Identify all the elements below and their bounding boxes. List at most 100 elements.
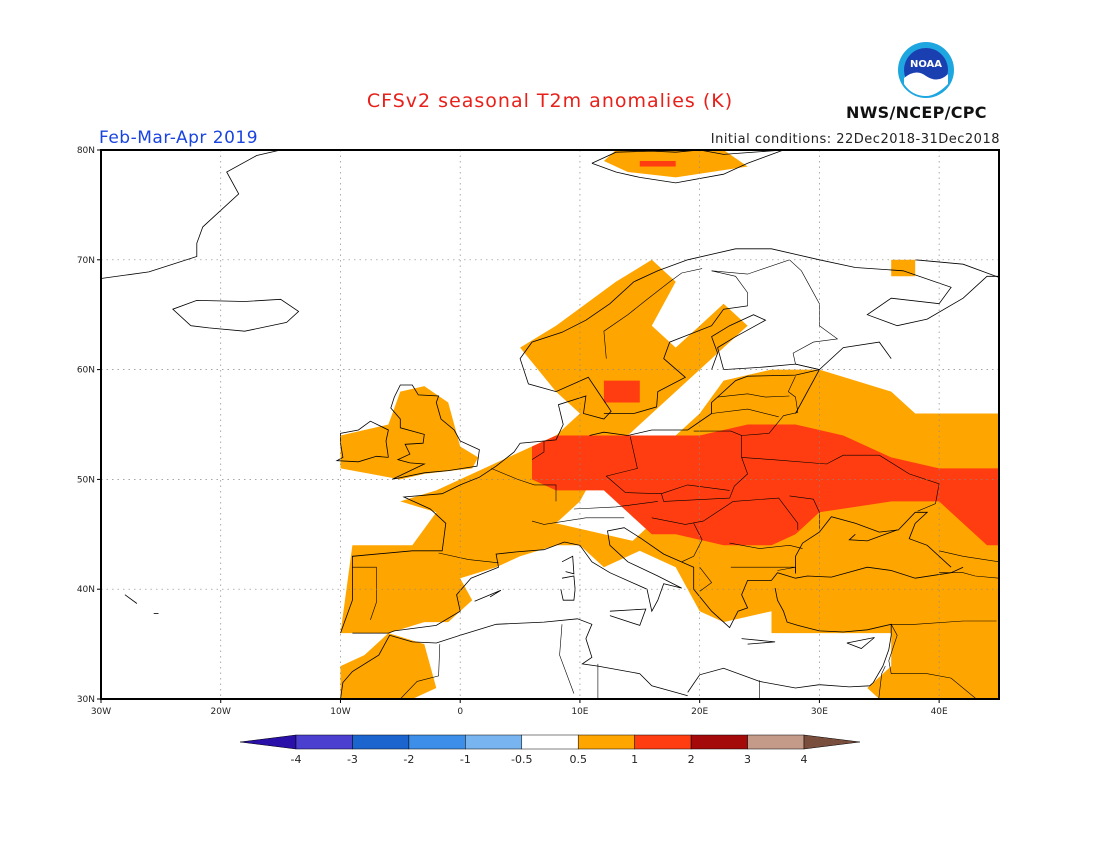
coastline-12 — [591, 150, 784, 184]
coastline-5 — [848, 529, 898, 542]
border-20 — [711, 270, 748, 306]
colorbar-legend: -4 -3 -2 -1 -0.5 0.5 1 2 3 4 — [239, 734, 861, 766]
legend-tick-label: -2 — [403, 753, 414, 766]
coastlines — [101, 150, 999, 699]
border-6 — [438, 552, 499, 564]
lon-tick-label: 10W — [330, 707, 350, 717]
border-23 — [891, 620, 997, 625]
coastline-9 — [335, 420, 389, 463]
legend-swatch — [577, 734, 635, 750]
lon-tick-label: 10E — [571, 707, 588, 717]
coastline-18 — [561, 555, 575, 575]
legend-arrow-low — [239, 734, 297, 750]
anomaly-region-central-europe — [532, 424, 999, 546]
anomaly-region-svalbard-red — [639, 161, 676, 167]
legend-tick-label: 1 — [631, 753, 638, 766]
lat-tick-label: 70N — [77, 256, 95, 266]
border-7 — [352, 566, 377, 620]
axis-ticks: 30W 20W 10W 0 10E 20E 30E 40E 30N 40N 50N 60N 70N 80N — [77, 146, 948, 717]
lon-tick-label: 30E — [811, 707, 828, 717]
coastline-14 — [795, 341, 892, 414]
anomaly-region-uk-ireland — [340, 386, 479, 480]
border-1 — [531, 441, 545, 460]
border-24 — [888, 624, 977, 699]
lon-tick-label: 20W — [211, 707, 231, 717]
border-14 — [741, 454, 940, 512]
map-border — [100, 149, 1000, 700]
border-19 — [603, 268, 703, 359]
coastline-11 — [101, 150, 281, 279]
legend-swatch — [352, 734, 410, 750]
legend-tick-label: 4 — [801, 753, 808, 766]
border-17 — [717, 393, 790, 398]
border-31 — [939, 550, 999, 563]
legend-arrow-high — [803, 734, 861, 750]
border-28 — [559, 624, 575, 694]
coastline-17 — [560, 575, 576, 601]
lon-tick-label: 30W — [91, 707, 111, 717]
border-30 — [939, 572, 999, 579]
lon-tick-label: 0 — [457, 707, 463, 717]
border-21 — [789, 495, 820, 529]
border-15 — [741, 376, 799, 436]
coastline-2 — [603, 305, 748, 414]
border-22 — [777, 566, 796, 574]
border-16 — [711, 408, 779, 418]
border-12 — [699, 567, 713, 592]
border-10 — [729, 542, 803, 549]
anomaly-region-north-africa — [340, 633, 437, 699]
agency-label: NWS/NCEP/CPC — [846, 103, 987, 122]
border-9 — [733, 497, 799, 530]
border-29 — [400, 644, 441, 699]
forecast-period: Feb-Mar-Apr 2019 — [99, 128, 259, 148]
border-5 — [531, 517, 625, 525]
legend-swatch — [690, 734, 748, 750]
border-13 — [681, 523, 703, 563]
legend-swatch — [521, 734, 579, 750]
lat-tick-label: 60N — [77, 366, 95, 376]
noaa-logo: NOAA — [898, 42, 954, 98]
border-4 — [573, 501, 658, 510]
lat-tick-label: 80N — [77, 146, 95, 156]
legend-swatch — [408, 734, 466, 750]
coastline-4 — [795, 511, 952, 573]
coastline-19 — [609, 608, 647, 626]
border-0 — [491, 468, 557, 502]
chart-title: CFSv2 seasonal T2m anomalies (K) — [366, 90, 734, 112]
lat-tick-label: 30N — [77, 695, 95, 705]
legend-swatch — [634, 734, 692, 750]
legend-tick-label: -1 — [460, 753, 471, 766]
coastline-8 — [390, 384, 480, 480]
graticule — [101, 150, 999, 699]
lon-tick-label: 40E — [931, 707, 948, 717]
legend-swatch — [465, 734, 523, 750]
border-25 — [878, 665, 886, 699]
coastline-6 — [687, 588, 892, 693]
coastline-20 — [741, 638, 776, 645]
coastline-22 — [474, 589, 502, 602]
lat-tick-label: 50N — [77, 475, 95, 485]
border-18 — [711, 259, 839, 370]
legend-tick-label: -4 — [291, 753, 302, 766]
logo-text: NOAA — [910, 59, 942, 70]
legend-tick-label: -3 — [347, 753, 358, 766]
coastline-13 — [915, 259, 999, 278]
legend-swatch — [295, 734, 353, 750]
coastline-15 — [124, 594, 138, 604]
coastline-10 — [172, 298, 300, 332]
map-panel: 30W 20W 10W 0 10E 20E 30E 40E 30N 40N 50N 60N 70N 80N — [77, 146, 1000, 717]
legend-swatch — [747, 734, 805, 750]
lon-tick-label: 20E — [691, 707, 708, 717]
initial-conditions-label: Initial conditions: 22Dec2018-31Dec2018 — [710, 132, 1000, 147]
anomaly-region-kola — [891, 259, 916, 277]
anomaly-region-denmark-sweden — [603, 380, 640, 403]
border-8 — [651, 501, 734, 525]
legend-tick-label: 2 — [688, 753, 695, 766]
coastline-0 — [340, 248, 999, 634]
coastline-21 — [846, 637, 875, 649]
legend-tick-label: 0.5 — [569, 753, 587, 766]
legend-tick-label: 3 — [744, 753, 751, 766]
lat-tick-label: 40N — [77, 585, 95, 595]
border-3 — [661, 484, 730, 494]
